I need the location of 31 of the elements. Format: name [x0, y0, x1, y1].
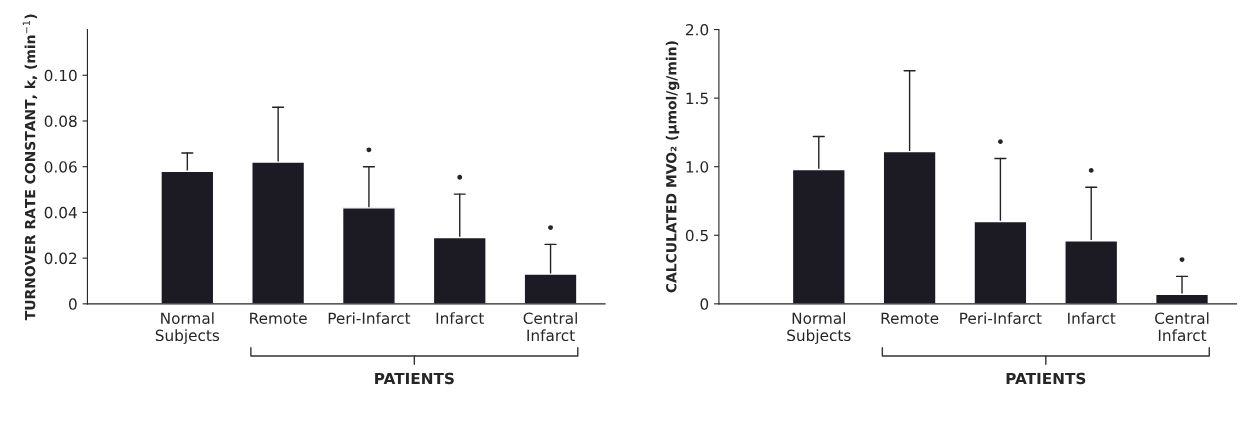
y-tick-label: 1.0: [686, 161, 709, 173]
x-tick-label: Remote: [250, 312, 307, 324]
y-tick-label: 1.5: [686, 92, 708, 105]
y-tick-label: 0: [68, 298, 77, 310]
y-tick-label: 0.04: [44, 206, 77, 219]
x-tick-label: Central Infarct: [1155, 312, 1209, 342]
y-axis-title: CALCULATED MVO₂ (μmol/g/min): [665, 41, 680, 293]
x-tick-label: Peri-Infarct: [328, 312, 411, 324]
x-tick-label: Central Infarct: [523, 312, 577, 342]
y-tick-label: 0.06: [44, 161, 77, 173]
y-tick-label: 0.10: [44, 69, 77, 82]
y-tick-label: 0.5: [685, 229, 708, 242]
x-tick-label: Remote: [881, 312, 939, 324]
annotation: •: [457, 174, 463, 180]
x-tick-label: Normal Subjects: [155, 312, 220, 345]
text: PATIENTS: [375, 372, 454, 385]
y-tick-label: 0.08: [44, 115, 77, 127]
x-tick-label: Normal Subjects: [787, 312, 851, 345]
y-axis-title: TURNOVER RATE CONSTANT, k, (min$^{−1}$): [22, 14, 38, 321]
x-tick-label: Infarct: [1068, 312, 1116, 324]
x-tick-label: Peri-Infarct: [960, 312, 1042, 324]
y-tick-label: 0.02: [44, 252, 77, 265]
x-tick-label: Infarct: [436, 312, 484, 324]
annotation: •: [548, 225, 553, 230]
annotation: •: [366, 147, 372, 153]
annotation: •: [1179, 257, 1185, 262]
y-tick-label: 2.0: [686, 24, 709, 36]
text: PATIENTS: [1006, 372, 1086, 385]
annotation: •: [1088, 167, 1094, 173]
y-tick-label: 0: [700, 298, 709, 310]
annotation: •: [997, 139, 1003, 144]
